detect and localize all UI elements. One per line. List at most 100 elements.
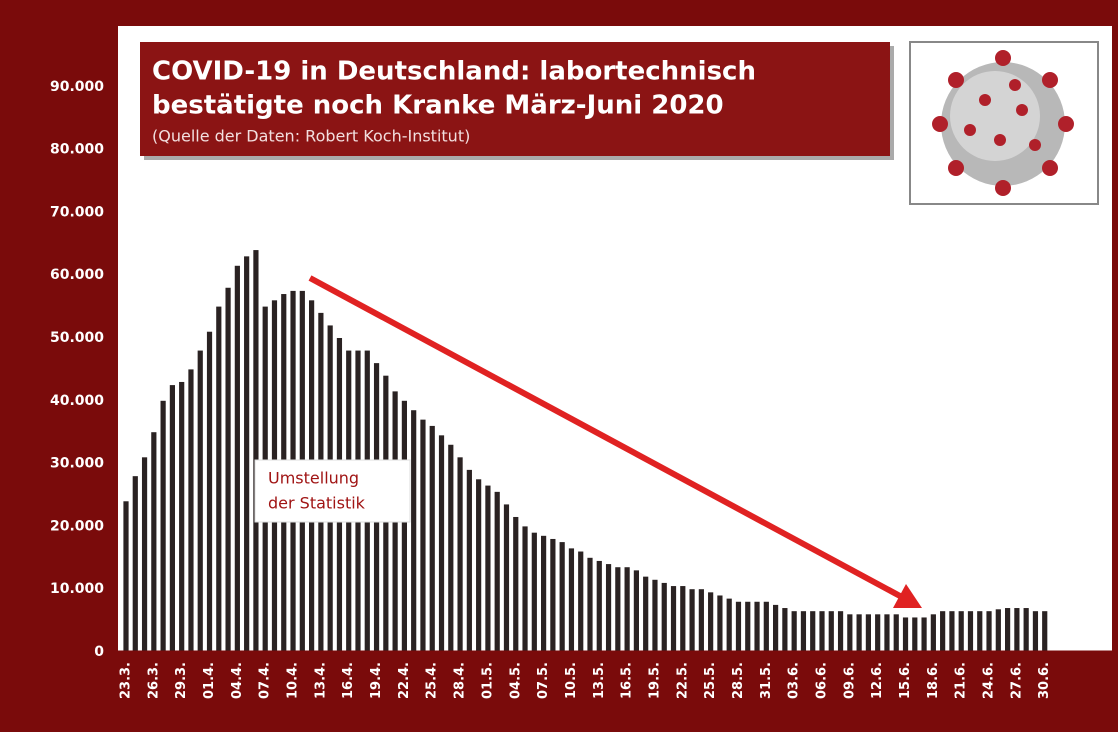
bar bbox=[754, 601, 760, 652]
x-tick-label: 10.4. bbox=[286, 662, 301, 699]
x-tick-label: 04.4. bbox=[230, 662, 245, 699]
y-tick-label: 70.000 bbox=[50, 204, 104, 220]
x-tick-label: 29.3. bbox=[174, 662, 189, 699]
x-tick-label: 06.6. bbox=[815, 662, 830, 699]
bar bbox=[717, 595, 723, 652]
bar bbox=[485, 485, 491, 652]
x-tick-label: 28.5. bbox=[731, 662, 746, 699]
bar bbox=[698, 589, 704, 652]
bar bbox=[670, 586, 677, 652]
x-tick-label: 19.5. bbox=[647, 662, 662, 699]
y-tick-label: 50.000 bbox=[50, 330, 104, 346]
bar bbox=[1014, 608, 1020, 652]
x-tick-label: 01.4. bbox=[202, 662, 217, 699]
bar bbox=[253, 250, 259, 652]
bar bbox=[197, 350, 203, 652]
bar bbox=[745, 601, 751, 652]
bar bbox=[940, 611, 946, 652]
bar bbox=[893, 614, 899, 652]
bar bbox=[819, 611, 825, 652]
title-line: bestätigte noch Kranke März-Juni 2020 bbox=[152, 91, 724, 121]
bar bbox=[1042, 611, 1048, 652]
bar bbox=[921, 617, 927, 652]
bar bbox=[726, 598, 732, 652]
x-tick-label: 10.5. bbox=[564, 662, 579, 699]
x-tick-label: 07.5. bbox=[536, 662, 551, 699]
bar bbox=[977, 611, 983, 652]
x-tick-label: 16.4. bbox=[341, 662, 356, 699]
virus-image bbox=[909, 41, 1099, 205]
x-tick-label: 28.4. bbox=[453, 662, 468, 699]
bar bbox=[949, 611, 955, 652]
bar bbox=[448, 444, 454, 652]
bar bbox=[411, 410, 417, 652]
bar bbox=[1005, 608, 1011, 652]
bar bbox=[773, 604, 779, 652]
bar bbox=[151, 432, 157, 652]
bar bbox=[234, 265, 240, 652]
bar bbox=[216, 306, 222, 652]
bar bbox=[995, 609, 1001, 652]
x-tick-label: 22.5. bbox=[675, 662, 690, 699]
x-tick-label: 24.6. bbox=[982, 662, 997, 699]
bar bbox=[160, 400, 166, 652]
annotation: der Statistik bbox=[268, 494, 366, 513]
bar bbox=[476, 479, 482, 652]
bar bbox=[967, 611, 974, 652]
annotation: Umstellung bbox=[268, 469, 359, 488]
bar bbox=[958, 611, 964, 652]
bar bbox=[169, 385, 175, 652]
bar bbox=[661, 582, 667, 652]
bar bbox=[578, 551, 584, 652]
y-tick-label: 0 bbox=[94, 644, 104, 660]
x-tick-label: 15.6. bbox=[898, 662, 913, 699]
bar bbox=[1023, 608, 1029, 652]
x-tick-label: 09.6. bbox=[842, 662, 857, 699]
x-tick-label: 19.4. bbox=[369, 662, 384, 699]
x-tick-label: 18.6. bbox=[926, 662, 941, 699]
bar bbox=[596, 560, 602, 652]
bar bbox=[856, 614, 862, 652]
bar bbox=[494, 491, 500, 652]
bar bbox=[930, 614, 936, 652]
x-tick-label: 12.6. bbox=[870, 662, 885, 699]
bar bbox=[1032, 611, 1039, 652]
bar bbox=[531, 532, 537, 652]
bar bbox=[643, 576, 649, 652]
y-tick-label: 60.000 bbox=[50, 267, 104, 283]
bar bbox=[902, 617, 909, 652]
bar bbox=[179, 381, 185, 652]
x-tick-label: 30.6. bbox=[1037, 662, 1052, 699]
bar bbox=[225, 287, 231, 652]
bar bbox=[800, 611, 807, 652]
bar bbox=[782, 608, 788, 652]
x-tick-label: 04.5. bbox=[508, 662, 523, 699]
title-box bbox=[140, 42, 890, 156]
bar bbox=[791, 611, 797, 652]
bar bbox=[420, 419, 426, 652]
bar bbox=[652, 579, 658, 652]
bar bbox=[466, 469, 472, 652]
y-tick-label: 30.000 bbox=[50, 456, 104, 472]
bar bbox=[847, 614, 853, 652]
bar bbox=[587, 557, 593, 652]
x-tick-label: 01.5. bbox=[480, 662, 495, 699]
bar bbox=[837, 611, 844, 652]
bar bbox=[912, 617, 918, 652]
y-tick-label: 20.000 bbox=[50, 518, 104, 534]
bar bbox=[522, 526, 528, 652]
bar bbox=[763, 601, 769, 652]
bar bbox=[828, 611, 834, 652]
bar bbox=[615, 567, 621, 652]
x-tick-label: 03.6. bbox=[787, 662, 802, 699]
bar bbox=[503, 504, 510, 652]
annotation-box bbox=[254, 459, 411, 523]
x-tick-label: 07.4. bbox=[258, 662, 273, 699]
x-tick-label: 26.3. bbox=[146, 662, 161, 699]
bar bbox=[457, 457, 463, 652]
bar bbox=[680, 586, 686, 652]
bar bbox=[986, 611, 992, 652]
bar bbox=[865, 614, 871, 652]
